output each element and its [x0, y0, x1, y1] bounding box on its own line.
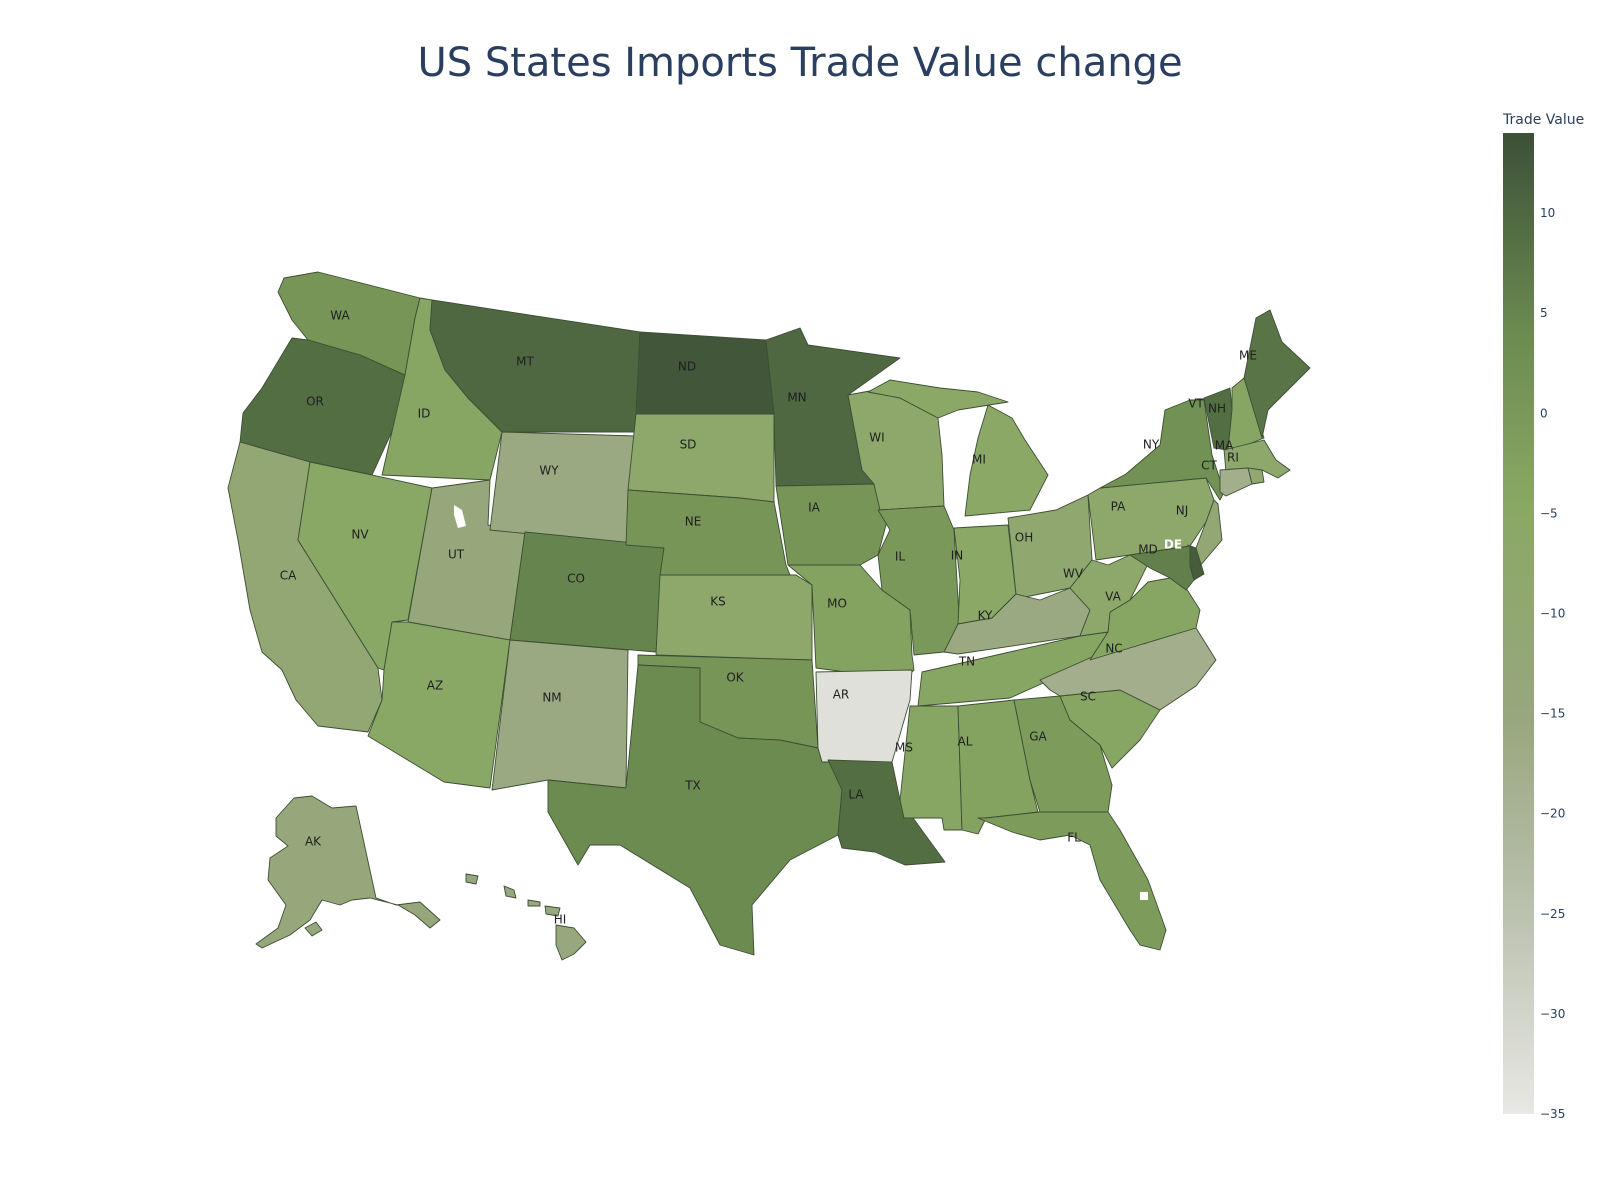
state-WV[interactable]	[1069, 554, 1151, 637]
state-label-MD: MD	[1138, 543, 1158, 557]
state-IL[interactable]	[877, 505, 961, 656]
colorbar-tick-label: −35	[1540, 1107, 1565, 1121]
state-FL[interactable]	[977, 811, 1167, 951]
state-label-AZ: AZ	[427, 679, 443, 693]
state-label-WV: WV	[1063, 567, 1084, 581]
state-label-NJ: NJ	[1176, 504, 1189, 518]
state-ND[interactable]	[635, 331, 775, 415]
state-label-MN: MN	[787, 391, 806, 405]
state-label-KY: KY	[978, 609, 993, 623]
state-MIU[interactable]	[867, 379, 1009, 419]
state-label-FL: FL	[1067, 831, 1081, 845]
colorbar-ticks: 10 5 0 −5 −10 −15 −20 −25 −30 −35	[1540, 206, 1565, 1121]
state-label-WI: WI	[869, 431, 884, 445]
state-label-KS: KS	[710, 595, 726, 609]
state-label-VA: VA	[1105, 590, 1121, 604]
colorbar-gradient	[1503, 133, 1534, 1114]
state-label-TN: TN	[958, 655, 975, 669]
state-label-SD: SD	[680, 438, 697, 452]
state-label-SC: SC	[1080, 690, 1096, 704]
state-label-WY: WY	[539, 464, 559, 478]
state-label-WA: WA	[330, 309, 350, 323]
state-label-NM: NM	[542, 691, 561, 705]
state-label-NE: NE	[685, 515, 702, 529]
state-label-TX: TX	[684, 779, 701, 793]
state-label-CO: CO	[567, 572, 585, 586]
colorbar-title: Trade Value	[1502, 112, 1584, 128]
state-label-NV: NV	[351, 528, 369, 542]
state-label-CT: CT	[1201, 459, 1217, 473]
state-label-NH: NH	[1208, 402, 1226, 416]
state-label-MS: MS	[895, 741, 913, 755]
great-salt-lake-icon	[454, 505, 466, 528]
state-label-PA: PA	[1111, 500, 1126, 514]
state-HI[interactable]	[555, 924, 587, 961]
state-label-CA: CA	[280, 569, 297, 583]
state-label-LA: LA	[848, 788, 864, 802]
state-TX[interactable]	[547, 664, 843, 956]
state-AK[interactable]	[255, 795, 441, 949]
state-IA[interactable]	[775, 483, 891, 566]
state-label-IN: IN	[951, 549, 964, 563]
colorbar-tick-label: −15	[1540, 707, 1565, 721]
state-label-ID: ID	[418, 407, 431, 421]
colorbar-tick-label: −20	[1540, 807, 1565, 821]
state-label-MO: MO	[827, 597, 847, 611]
state-label-UT: UT	[448, 548, 465, 562]
state-LA[interactable]	[827, 759, 946, 866]
state-label-OR: OR	[306, 395, 324, 409]
state-label-OH: OH	[1015, 531, 1033, 545]
state-label-NY: NY	[1143, 438, 1160, 452]
state-label-NC: NC	[1105, 642, 1122, 656]
state-label-OK: OK	[726, 671, 744, 685]
state-KS[interactable]	[655, 574, 813, 661]
state-label-MA: MA	[1215, 439, 1234, 453]
state-AZ[interactable]	[367, 621, 511, 789]
colorbar-tick-label: 5	[1540, 306, 1548, 320]
state-label-IL: IL	[895, 550, 906, 564]
state-label-DE: DE	[1164, 538, 1182, 552]
chart-title: US States Imports Trade Value change	[417, 40, 1182, 86]
colorbar-tick-label: 10	[1540, 206, 1555, 220]
state-label-GA: GA	[1029, 730, 1047, 744]
state-label-MI: MI	[972, 453, 986, 467]
state-MS[interactable]	[899, 705, 963, 831]
state-label-AR: AR	[833, 688, 850, 702]
colorbar-tick-label: 0	[1540, 406, 1548, 420]
colorbar-tick-label: −5	[1540, 506, 1558, 520]
state-ME[interactable]	[1243, 309, 1311, 439]
state-HI3[interactable]	[503, 885, 517, 899]
state-label-HI: HI	[554, 913, 567, 927]
state-MD[interactable]	[1129, 545, 1195, 591]
state-MI[interactable]	[964, 404, 1049, 517]
state-WY[interactable]	[489, 431, 637, 545]
colorbar-tick-label: −10	[1540, 606, 1565, 620]
colorbar: Trade Value 10 5 0 −5 −10 −15 −20 −25 −30 −35	[1502, 112, 1584, 1121]
state-SD[interactable]	[627, 413, 775, 503]
state-label-VT: VT	[1188, 397, 1204, 411]
state-label-RI: RI	[1227, 451, 1239, 465]
state-label-AL: AL	[958, 735, 973, 749]
state-labels: WA OR CA ID NV UT AZ MT WY CO NM ND SD NE KS OK TX MN IA MO…	[280, 309, 1257, 927]
state-label-AK: AK	[305, 835, 322, 849]
state-CT[interactable]	[1219, 467, 1253, 497]
state-KY[interactable]	[943, 587, 1091, 655]
state-MO[interactable]	[787, 564, 915, 681]
state-label-ND: ND	[678, 360, 696, 374]
state-NM[interactable]	[491, 639, 629, 791]
state-AKI[interactable]	[304, 921, 323, 937]
colorbar-tick-label: −25	[1540, 907, 1565, 921]
state-HI5[interactable]	[527, 899, 541, 907]
state-label-ME: ME	[1239, 349, 1257, 363]
state-label-IA: IA	[808, 501, 821, 515]
colorbar-tick-label: −30	[1540, 1007, 1565, 1021]
state-HI4[interactable]	[465, 873, 479, 885]
states-layer	[227, 271, 1311, 961]
lake-okeechobee-icon	[1140, 892, 1148, 900]
state-HI2[interactable]	[544, 905, 561, 917]
state-label-MT: MT	[516, 355, 534, 369]
state-CO[interactable]	[509, 531, 665, 653]
